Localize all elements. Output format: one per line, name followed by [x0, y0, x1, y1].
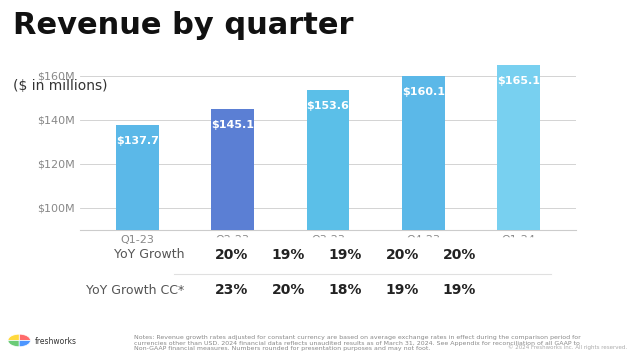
Text: © 2024 Freshworks Inc. All rights reserved.: © 2024 Freshworks Inc. All rights reserv… — [508, 344, 627, 350]
Bar — [211, 108, 254, 358]
Text: 20%: 20% — [386, 248, 419, 262]
Text: freshworks: freshworks — [35, 337, 77, 346]
Bar — [116, 125, 159, 358]
Text: 19%: 19% — [329, 248, 362, 262]
Text: ($ in millions): ($ in millions) — [13, 79, 108, 93]
Bar — [402, 76, 445, 358]
Wedge shape — [19, 334, 31, 340]
Text: 19%: 19% — [443, 283, 476, 297]
Text: 20%: 20% — [443, 248, 476, 262]
Text: 18%: 18% — [328, 283, 362, 297]
Text: 19%: 19% — [271, 248, 305, 262]
Text: Notes: Revenue growth rates adjusted for constant currency are based on average : Notes: Revenue growth rates adjusted for… — [134, 335, 581, 351]
Text: $145.1: $145.1 — [211, 120, 254, 130]
Wedge shape — [19, 340, 31, 347]
Text: $153.6: $153.6 — [307, 101, 349, 111]
Bar — [497, 65, 540, 358]
Bar — [307, 90, 349, 358]
Text: $160.1: $160.1 — [402, 87, 445, 97]
Wedge shape — [8, 340, 19, 347]
Text: 19%: 19% — [386, 283, 419, 297]
Text: YoY Growth CC*: YoY Growth CC* — [86, 284, 184, 297]
FancyBboxPatch shape — [162, 237, 554, 304]
Text: 23%: 23% — [214, 283, 248, 297]
Text: Revenue by quarter: Revenue by quarter — [13, 11, 353, 40]
Text: 20%: 20% — [214, 248, 248, 262]
Text: 20%: 20% — [271, 283, 305, 297]
Text: YoY Growth: YoY Growth — [114, 248, 184, 261]
Wedge shape — [8, 334, 19, 340]
Text: $165.1: $165.1 — [497, 76, 540, 86]
Text: $137.7: $137.7 — [116, 136, 159, 146]
